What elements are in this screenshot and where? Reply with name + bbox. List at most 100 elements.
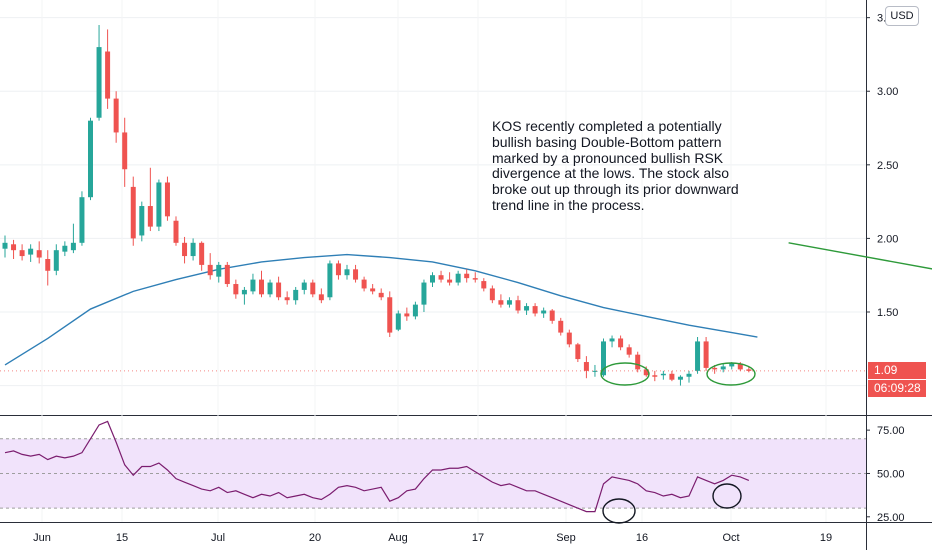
candle-body: [207, 264, 213, 276]
candle-body: [259, 279, 264, 295]
candle-body: [643, 369, 649, 376]
downtrend-line: [788, 242, 932, 270]
time-tick-label: 16: [636, 532, 648, 544]
candle-body: [703, 341, 709, 368]
candle-body: [686, 373, 692, 377]
candle-body: [566, 332, 572, 345]
candle-body: [489, 288, 495, 301]
candle-body: [378, 292, 384, 298]
candle-body: [464, 273, 470, 279]
candle-body: [173, 220, 179, 243]
candle-body: [652, 375, 658, 377]
candle-body: [28, 248, 34, 255]
currency-badge[interactable]: USD: [885, 6, 919, 26]
candle-body: [430, 275, 435, 283]
candle-body: [609, 338, 615, 342]
candle-body: [164, 182, 170, 217]
candle-body: [335, 263, 341, 276]
candle-body: [395, 313, 401, 330]
candle-body: [88, 120, 93, 198]
time-tick-label: Jul: [211, 532, 225, 544]
candle-body: [524, 306, 530, 311]
candle-body: [19, 250, 25, 257]
candle-body: [250, 279, 256, 292]
candle-body: [182, 242, 188, 257]
candle-body: [370, 288, 376, 292]
candle-body: [353, 269, 359, 280]
rsi-low-circle-1: [602, 498, 636, 524]
time-tick-label: Jun: [33, 532, 51, 544]
candle-body: [618, 338, 624, 348]
candle-body: [122, 132, 128, 170]
double-bottom-circle-2: [706, 362, 756, 386]
rsi-line: [4, 420, 750, 513]
double-bottom-circle-1: [600, 362, 650, 386]
candle-body: [113, 98, 119, 133]
candle-body: [447, 279, 453, 283]
time-tick-label: 15: [116, 532, 128, 544]
candle-body: [190, 242, 196, 257]
candle-body: [284, 297, 290, 301]
candle-body: [301, 282, 307, 290]
time-tick-label: Aug: [388, 532, 408, 544]
candle-body: [2, 242, 8, 249]
candle-body: [746, 369, 752, 371]
annotation-text: KOS recently completed a potentially bul…: [492, 118, 739, 213]
candle-body: [669, 373, 675, 380]
candle-body: [541, 310, 547, 314]
price-tick-label: 2.00: [877, 233, 898, 245]
candle-body: [70, 242, 76, 251]
candle-body: [276, 282, 282, 298]
time-tick-label: Sep: [556, 532, 576, 544]
candle-body: [506, 300, 512, 305]
candle-body: [79, 197, 85, 243]
candle-body: [729, 363, 735, 367]
candle-body: [147, 206, 153, 227]
candle-body: [720, 366, 726, 370]
rsi-tick-label: 25.00: [877, 512, 905, 524]
bar-countdown-label: 06:09:28: [868, 379, 926, 397]
rsi-low-circle-2: [712, 483, 742, 509]
candle-body: [96, 47, 102, 118]
candle-body: [712, 367, 718, 370]
candle-body: [412, 304, 418, 317]
candle-body: [677, 376, 683, 380]
price-tick-label: 3.00: [877, 86, 898, 98]
time-tick-label: 17: [472, 532, 484, 544]
candle-body: [404, 313, 410, 317]
candle-body: [592, 370, 598, 372]
candle-body: [361, 279, 367, 289]
rsi-tick-label: 75.00: [877, 425, 905, 437]
time-tick-label: 20: [309, 532, 321, 544]
candle-body: [498, 300, 504, 305]
time-tick-label: 19: [820, 532, 832, 544]
candle-body: [601, 341, 606, 376]
candle-body: [549, 310, 555, 321]
candle-body: [737, 363, 743, 370]
candle-body: [156, 182, 162, 227]
time-tick-label: Oct: [722, 532, 739, 544]
candle-body: [199, 242, 205, 265]
candle-body: [387, 297, 393, 333]
candle-body: [293, 289, 299, 301]
candle-body: [105, 51, 111, 99]
candle-body: [318, 294, 324, 301]
candle-body: [216, 264, 222, 277]
candle-body: [695, 341, 701, 371]
candle-body: [626, 347, 632, 355]
candle-body: [660, 373, 666, 376]
moving-average-line: [4, 253, 758, 366]
candle-body: [62, 245, 68, 252]
candle-body: [515, 300, 521, 311]
candle-body: [635, 354, 641, 370]
candle-body: [310, 282, 316, 295]
candle-body: [583, 362, 589, 371]
candle-body: [472, 278, 478, 280]
candle-body: [130, 186, 136, 239]
candle-body: [267, 282, 273, 295]
rsi-tick-label: 50.00: [877, 468, 905, 480]
candle-body: [45, 259, 51, 271]
candle-body: [53, 250, 59, 271]
